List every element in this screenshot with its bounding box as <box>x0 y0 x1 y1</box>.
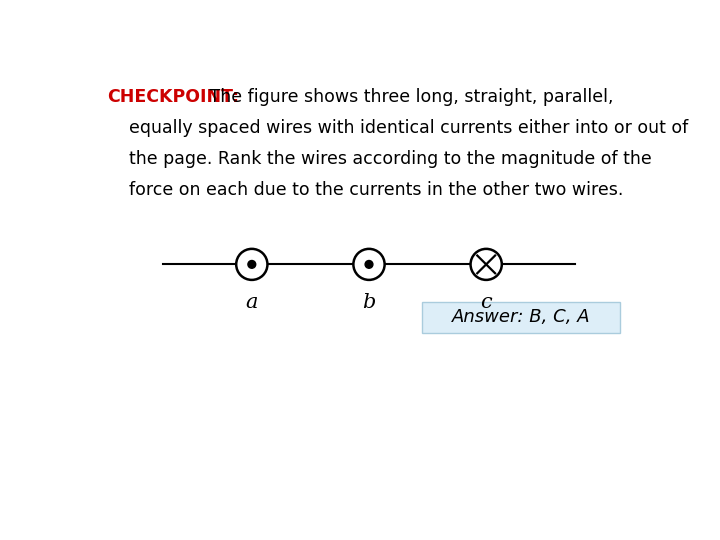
FancyBboxPatch shape <box>422 302 620 333</box>
Text: b: b <box>362 294 376 313</box>
Text: the page. Rank the wires according to the magnitude of the: the page. Rank the wires according to th… <box>107 150 652 168</box>
Text: force on each due to the currents in the other two wires.: force on each due to the currents in the… <box>107 181 623 199</box>
Text: equally spaced wires with identical currents either into or out of: equally spaced wires with identical curr… <box>107 119 688 137</box>
Text: a: a <box>246 294 258 313</box>
Text: CHECKPOINT:: CHECKPOINT: <box>107 87 239 106</box>
Text: c: c <box>480 294 492 313</box>
Text: Answer: B, C, A: Answer: B, C, A <box>451 308 590 326</box>
Ellipse shape <box>365 260 373 268</box>
Ellipse shape <box>471 249 502 280</box>
Text: The figure shows three long, straight, parallel,: The figure shows three long, straight, p… <box>204 87 614 106</box>
Ellipse shape <box>354 249 384 280</box>
Ellipse shape <box>248 260 256 268</box>
Ellipse shape <box>236 249 267 280</box>
